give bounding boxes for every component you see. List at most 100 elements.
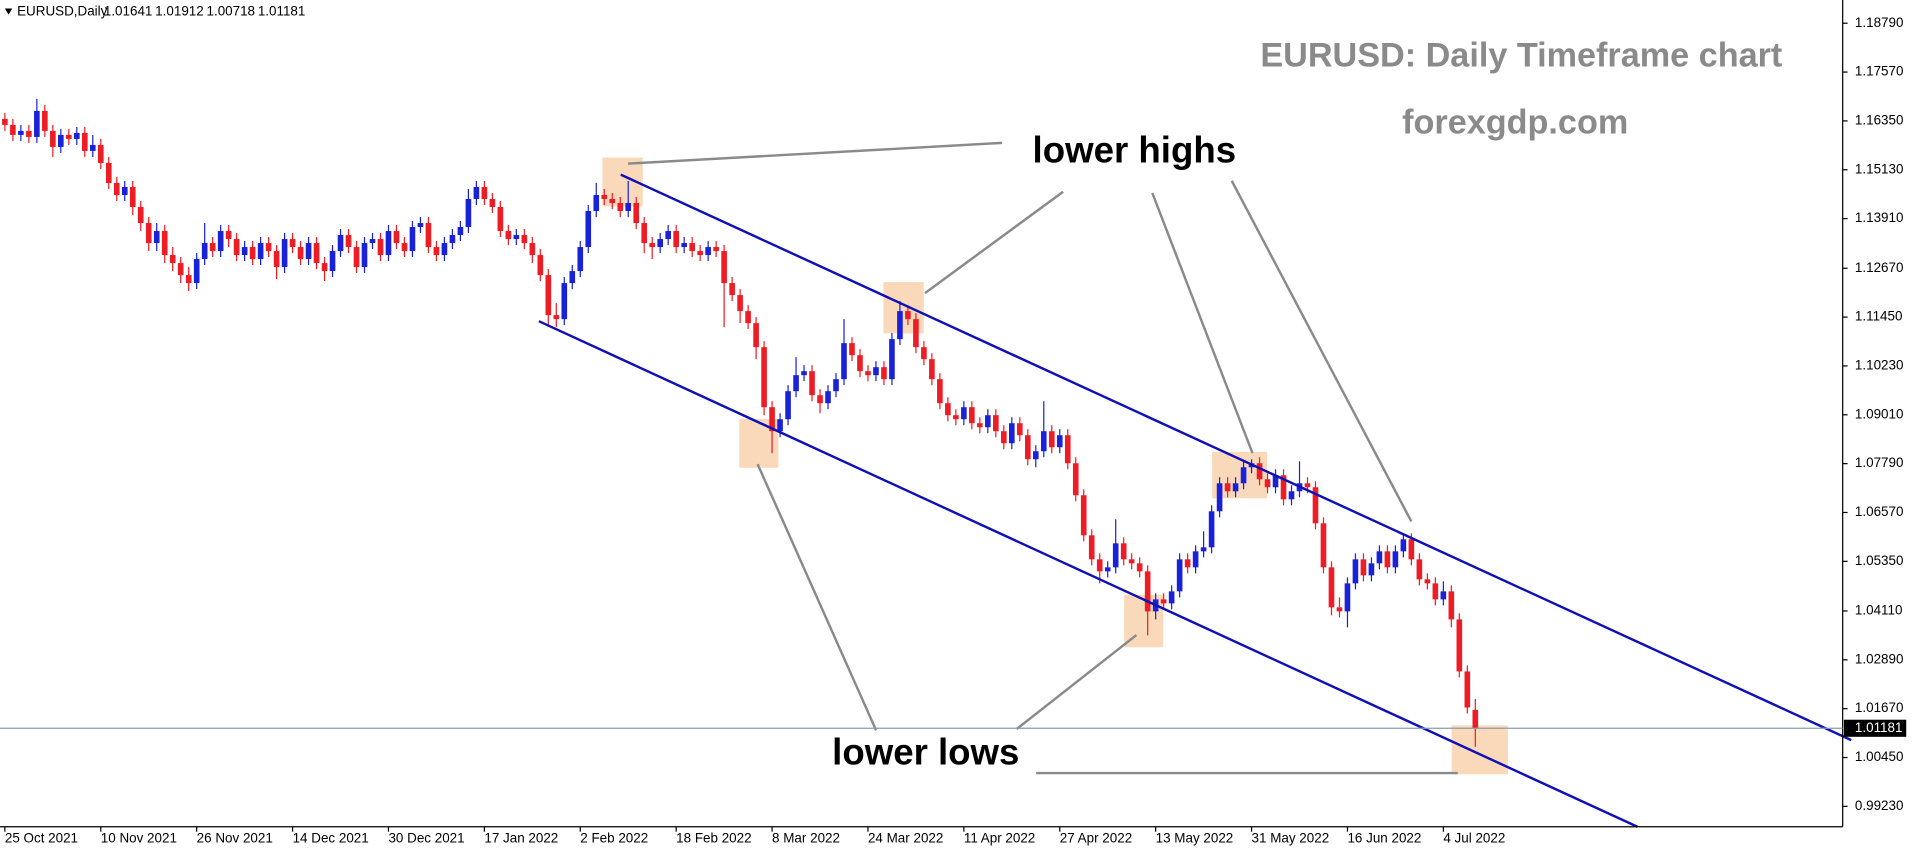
- candle-body: [793, 375, 799, 392]
- candle-body: [497, 206, 504, 232]
- candle-body: [953, 415, 959, 420]
- candle-body: [1024, 435, 1031, 460]
- candle-body: [89, 144, 96, 151]
- candle-body: [689, 243, 695, 252]
- candle-body: [50, 130, 56, 147]
- x-tick-label: 31 May 2022: [1252, 831, 1330, 846]
- candle-body: [1256, 463, 1263, 480]
- candle-body: [577, 247, 584, 272]
- candle-body: [985, 415, 991, 428]
- candle-body: [729, 283, 735, 296]
- candle-body: [1384, 551, 1391, 568]
- x-tick-label: 14 Dec 2021: [293, 831, 369, 846]
- candle-body: [1232, 483, 1239, 492]
- candle-body: [1304, 483, 1311, 488]
- candle-body: [1368, 563, 1375, 576]
- candle-body: [289, 239, 296, 248]
- candle-body: [1032, 451, 1039, 460]
- candle-body: [601, 194, 608, 199]
- candle-body: [129, 186, 136, 207]
- annotation: lower lows: [832, 731, 1019, 772]
- candle-body: [649, 243, 656, 248]
- candle-body: [889, 339, 895, 380]
- candle-body: [2, 118, 8, 125]
- candle-body: [489, 198, 496, 207]
- candle-body: [81, 132, 88, 151]
- candle-body: [161, 231, 168, 256]
- candle-body: [1464, 671, 1471, 708]
- candle-body: [1360, 559, 1367, 576]
- candle-body: [409, 227, 416, 252]
- y-tick-label: 1.06570: [1855, 504, 1904, 519]
- candle-body: [18, 130, 24, 135]
- candle-body: [705, 247, 711, 256]
- candle-body: [1080, 495, 1087, 536]
- candle-body: [1048, 431, 1055, 448]
- current-price-label: 1.01181: [1855, 720, 1903, 735]
- candle-body: [353, 247, 360, 268]
- y-tick-label: 1.13910: [1855, 210, 1904, 225]
- y-tick-label: 1.12670: [1855, 260, 1904, 275]
- candle-body: [193, 259, 200, 284]
- highlight-box: [1451, 725, 1508, 775]
- candle-body: [377, 239, 384, 256]
- x-tick-label: 26 Nov 2021: [197, 831, 273, 846]
- candle-body: [1408, 539, 1415, 560]
- candle-body: [401, 243, 408, 252]
- candle-body: [1312, 487, 1319, 524]
- connector-line: [1151, 192, 1254, 454]
- candle-body: [1376, 551, 1383, 564]
- candle-body: [1104, 567, 1111, 572]
- candle-body: [617, 202, 624, 212]
- candle-body: [609, 198, 616, 203]
- candle-body: [1240, 467, 1247, 484]
- candle-body: [145, 223, 152, 244]
- chart-subtitle: forexgdp.com: [1402, 104, 1628, 142]
- candles: [2, 98, 1479, 747]
- candle-body: [561, 283, 568, 320]
- candle-body: [305, 243, 312, 260]
- candle-body: [393, 231, 400, 244]
- chart-header: EURUSD,Daily 1.01641 1.01912 1.00718 1.0…: [4, 4, 305, 19]
- candle-body: [433, 247, 440, 256]
- candle-body: [209, 243, 216, 252]
- candle-body: [833, 379, 839, 392]
- candle-body: [721, 251, 727, 284]
- candle-body: [809, 371, 815, 396]
- x-tick-label: 16 Jun 2022: [1347, 831, 1421, 846]
- y-tick-label: 1.07790: [1855, 455, 1904, 470]
- candle-body: [74, 132, 80, 139]
- candle-body: [625, 202, 632, 212]
- symbol-label: EURUSD,Daily: [17, 4, 108, 19]
- candle-body: [361, 243, 368, 268]
- channel-lower: [538, 320, 1638, 828]
- x-tick-label: 8 Mar 2022: [772, 831, 840, 846]
- candle-body: [1416, 559, 1423, 580]
- candle-body: [849, 343, 855, 356]
- candle-body: [569, 271, 576, 284]
- candle-body: [1056, 435, 1063, 448]
- candle-body: [945, 403, 951, 416]
- connector-line: [628, 141, 1003, 165]
- candle-body: [329, 251, 336, 272]
- candle-body: [281, 239, 288, 268]
- x-tick-label: 18 Feb 2022: [676, 831, 751, 846]
- candle-body: [737, 295, 743, 312]
- x-tick-label: 27 Apr 2022: [1060, 831, 1132, 846]
- candle-body: [473, 186, 480, 199]
- candle-body: [265, 243, 272, 252]
- x-tick-label: 2 Feb 2022: [580, 831, 648, 846]
- candle-body: [1448, 591, 1455, 620]
- candle-body: [1344, 583, 1351, 612]
- candle-body: [177, 263, 184, 276]
- candle-body: [905, 311, 911, 320]
- candle-body: [993, 415, 999, 432]
- candle-body: [513, 235, 520, 240]
- candle-body: [585, 211, 592, 248]
- candle-body: [1440, 591, 1447, 600]
- candle-body: [217, 231, 224, 252]
- y-tick-label: 1.02890: [1855, 651, 1904, 666]
- y-tick-label: 1.00450: [1855, 749, 1904, 764]
- candle-body: [553, 315, 560, 320]
